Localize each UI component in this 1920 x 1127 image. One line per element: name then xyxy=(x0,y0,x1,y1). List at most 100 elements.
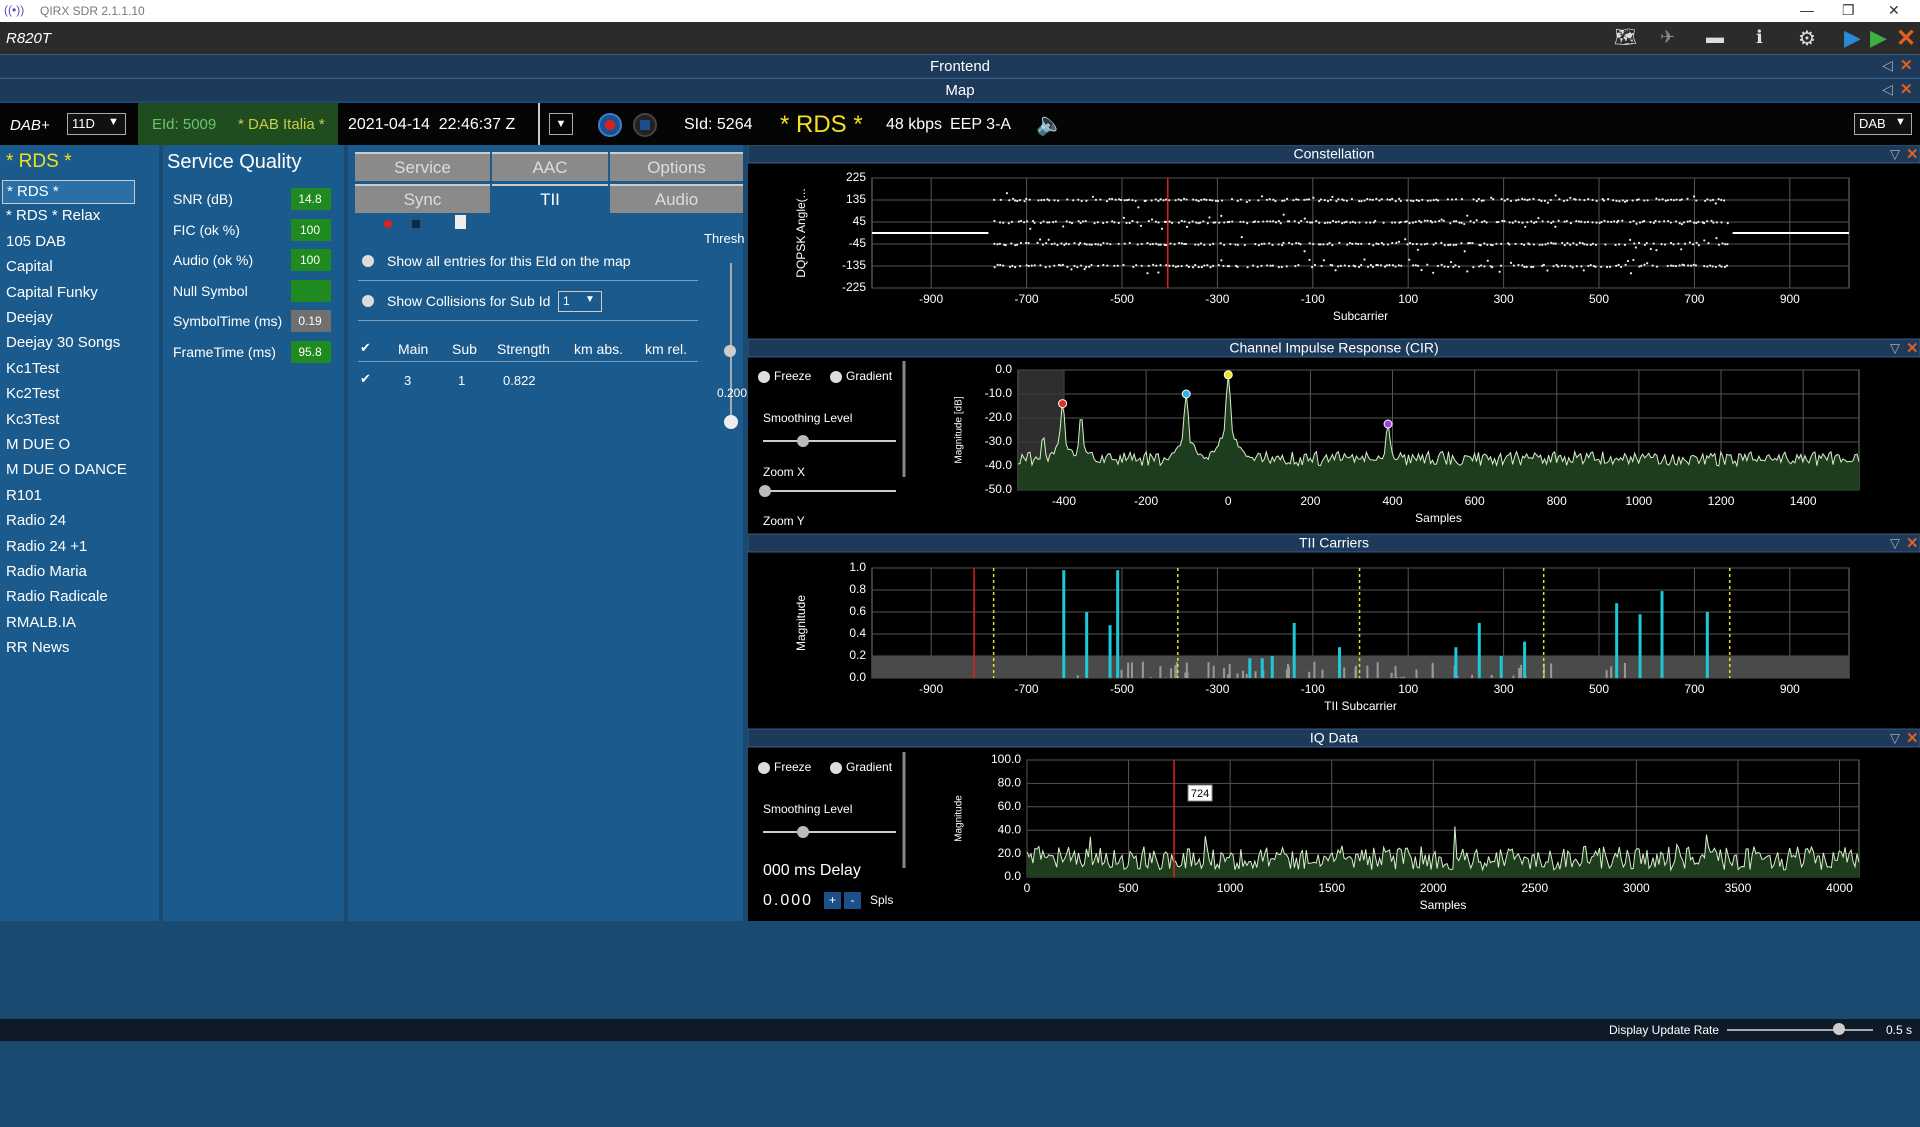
update-rate-slider[interactable] xyxy=(1727,1029,1873,1031)
close-icon[interactable]: ✕ xyxy=(1900,56,1913,74)
constellation-dot xyxy=(1434,221,1436,223)
bar xyxy=(1271,656,1274,678)
check-icon[interactable]: ✔ xyxy=(360,371,371,387)
constellation-dot xyxy=(1271,244,1273,246)
slider-knob[interactable] xyxy=(759,485,771,497)
minimize[interactable]: — xyxy=(1800,2,1814,18)
stop-record[interactable] xyxy=(633,113,657,137)
close-icon[interactable]: ✕ xyxy=(1900,80,1913,98)
section-bar[interactable]: Frontend◁✕ xyxy=(0,54,1920,77)
freeze-radio[interactable] xyxy=(758,762,770,774)
service-item[interactable]: Kc2Test xyxy=(2,383,133,405)
service-item[interactable]: Radio 24 +1 xyxy=(2,536,133,558)
collapse-icon[interactable]: ◁ xyxy=(1882,57,1893,74)
constellation-dot xyxy=(1369,222,1371,224)
tab[interactable]: Service xyxy=(355,152,490,181)
constellation-dot xyxy=(1632,259,1634,261)
tab[interactable]: Options xyxy=(610,152,743,181)
service-item[interactable]: Radio Radicale xyxy=(2,586,133,608)
service-item[interactable]: RMALB.IA xyxy=(2,612,133,634)
tab[interactable]: Audio xyxy=(610,184,743,213)
constellation-dot xyxy=(1274,200,1276,202)
constellation-dot xyxy=(1246,201,1248,203)
service-item[interactable]: Radio 24 xyxy=(2,510,133,532)
service-item[interactable]: RR News xyxy=(2,637,133,659)
gradient-check[interactable] xyxy=(830,762,842,774)
constellation-dot xyxy=(1715,202,1717,204)
constellation-dot xyxy=(1175,266,1177,268)
service-item[interactable]: Kc1Test xyxy=(2,358,133,380)
play-button[interactable]: ▶ xyxy=(1844,25,1861,51)
satellite-button[interactable]: ✈ xyxy=(1660,27,1675,48)
play-button-2[interactable]: ▶ xyxy=(1870,25,1887,51)
stop-button[interactable]: ✕ xyxy=(1896,24,1916,53)
y-tick-label: -40.0 xyxy=(985,458,1013,472)
freeze-radio[interactable] xyxy=(758,371,770,383)
gradient-check[interactable] xyxy=(830,371,842,383)
close[interactable]: ✕ xyxy=(1888,2,1900,19)
service-item[interactable]: * RDS * Relax xyxy=(2,205,133,227)
info-button[interactable]: ℹ xyxy=(1756,27,1763,48)
service-item[interactable]: * RDS * xyxy=(2,180,135,204)
constellation-dot xyxy=(1590,264,1592,266)
constellation-dot xyxy=(1618,264,1620,266)
constellation-dot xyxy=(1635,223,1637,225)
tab[interactable]: AAC xyxy=(492,152,608,181)
tab[interactable]: TII xyxy=(492,184,608,213)
check-icon[interactable]: ✔ xyxy=(360,340,371,356)
service-item[interactable]: 105 DAB xyxy=(2,231,133,253)
option-label: Show all entries for this EId on the map xyxy=(387,253,631,269)
restore[interactable]: ❐ xyxy=(1842,2,1855,19)
constellation-dot xyxy=(1223,244,1225,246)
constellation-dot xyxy=(1158,244,1160,246)
constellation-dot xyxy=(1517,264,1519,266)
constellation-dot xyxy=(1351,243,1353,245)
constellation-dot xyxy=(1266,199,1268,201)
constellation-dot xyxy=(1408,259,1410,261)
map-button[interactable]: 🗺 xyxy=(1614,27,1637,48)
constellation-dot xyxy=(1667,220,1669,222)
constellation-dot xyxy=(1563,221,1565,223)
constellation-dot xyxy=(1192,266,1194,268)
threshold-knob-2[interactable] xyxy=(724,415,738,429)
service-item[interactable]: R101 xyxy=(2,485,133,507)
sub-id-dropdown[interactable]: 1▼ xyxy=(558,291,602,312)
service-item[interactable]: Radio Maria xyxy=(2,561,133,583)
collapse-icon[interactable]: ◁ xyxy=(1882,81,1893,98)
service-item[interactable]: Deejay xyxy=(2,307,133,329)
constellation-dot xyxy=(1491,266,1493,268)
service-item[interactable]: Capital Funky xyxy=(2,282,133,304)
constellation-dot xyxy=(1223,221,1225,223)
constellation-dot xyxy=(1198,266,1200,268)
constellation-dot xyxy=(1675,265,1677,267)
radio[interactable] xyxy=(362,295,374,307)
constellation-dot xyxy=(1580,221,1582,223)
minimize-button[interactable]: ▬ xyxy=(1706,27,1724,48)
constellation-dot xyxy=(1447,198,1449,200)
threshold-knob[interactable] xyxy=(724,345,736,357)
x-tick-label: -700 xyxy=(1015,292,1039,306)
speaker[interactable]: 🔈 xyxy=(1036,111,1063,137)
section-bar[interactable]: Map◁✕ xyxy=(0,78,1920,101)
record-button[interactable] xyxy=(598,113,622,137)
record-icon[interactable] xyxy=(384,220,392,228)
service-item[interactable]: Deejay 30 Songs xyxy=(2,332,133,354)
stop-icon[interactable] xyxy=(412,220,420,228)
radio[interactable] xyxy=(362,255,374,267)
slider-knob[interactable] xyxy=(797,826,809,838)
settings-button[interactable]: ⚙ xyxy=(1798,26,1816,51)
band-dropdown[interactable]: DAB ▼ xyxy=(1854,113,1912,135)
slider-knob[interactable] xyxy=(797,435,809,447)
service-item[interactable]: Kc3Test xyxy=(2,409,133,431)
service-item[interactable]: M DUE O xyxy=(2,434,133,456)
channel-dropdown[interactable]: 11D ▼ xyxy=(67,113,126,135)
constellation-dot xyxy=(1466,270,1468,272)
slider-knob[interactable] xyxy=(1833,1023,1845,1035)
file-icon[interactable] xyxy=(455,215,466,229)
menu-button[interactable]: ▼ xyxy=(549,113,573,135)
constellation-dot xyxy=(1221,199,1223,201)
service-item[interactable]: M DUE O DANCE xyxy=(2,459,133,481)
service-item[interactable]: Capital xyxy=(2,256,133,278)
constellation-dot xyxy=(1392,264,1394,266)
tab[interactable]: Sync xyxy=(355,184,490,213)
